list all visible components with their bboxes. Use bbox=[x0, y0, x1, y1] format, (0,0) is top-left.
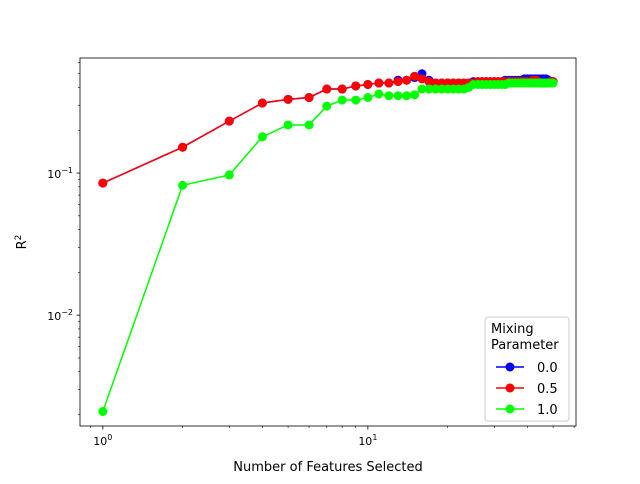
data-point bbox=[402, 75, 412, 85]
data-point bbox=[384, 91, 394, 101]
legend-marker bbox=[505, 362, 515, 372]
data-point bbox=[304, 120, 314, 130]
data-point bbox=[417, 84, 427, 94]
data-point bbox=[374, 78, 384, 88]
data-point bbox=[178, 180, 188, 190]
data-point bbox=[322, 84, 332, 94]
legend-label: 0.0 bbox=[537, 361, 558, 376]
legend-label: 1.0 bbox=[537, 403, 558, 418]
legend-item-1.0: 1.0 bbox=[496, 403, 558, 418]
legend-marker bbox=[505, 404, 515, 414]
x-tick-label: 100 bbox=[93, 433, 112, 448]
data-point bbox=[402, 91, 412, 101]
data-point bbox=[322, 101, 332, 111]
series-1.0 bbox=[98, 78, 558, 416]
data-point bbox=[417, 74, 427, 84]
data-point bbox=[283, 94, 293, 104]
data-point bbox=[257, 98, 267, 108]
legend-label: 0.5 bbox=[537, 382, 558, 397]
legend-marker bbox=[505, 383, 515, 393]
data-point bbox=[351, 95, 361, 105]
data-point bbox=[431, 84, 441, 94]
data-point bbox=[98, 406, 108, 416]
legend-title-line2: Parameter bbox=[491, 338, 559, 353]
data-point bbox=[548, 78, 558, 88]
data-point bbox=[224, 170, 234, 180]
series-0.5 bbox=[98, 71, 558, 188]
y-axis-label: R2 bbox=[14, 235, 30, 250]
data-point bbox=[363, 93, 373, 103]
data-point bbox=[98, 178, 108, 188]
data-point bbox=[363, 79, 373, 89]
data-point bbox=[351, 81, 361, 91]
y-tick-label: 10−1 bbox=[47, 166, 73, 181]
legend-item-0.0: 0.0 bbox=[496, 361, 558, 376]
data-point bbox=[410, 71, 420, 81]
axes-frame bbox=[79, 57, 577, 427]
data-point bbox=[178, 142, 188, 152]
data-point bbox=[384, 78, 394, 88]
data-point bbox=[410, 90, 420, 100]
data-point bbox=[257, 132, 267, 142]
data-point bbox=[393, 77, 403, 87]
legend-item-0.5: 0.5 bbox=[496, 382, 558, 397]
data-point bbox=[224, 116, 234, 126]
legend-box bbox=[484, 316, 570, 422]
legend-title-line1: Mixing bbox=[491, 322, 534, 337]
x-tick-label: 101 bbox=[358, 433, 377, 448]
data-point bbox=[393, 91, 403, 101]
data-point bbox=[304, 93, 314, 103]
data-point bbox=[337, 95, 347, 105]
data-point bbox=[374, 89, 384, 99]
data-point bbox=[337, 84, 347, 94]
y-tick-label: 10−2 bbox=[47, 308, 73, 323]
x-axis-label: Number of Features Selected bbox=[233, 460, 422, 475]
data-point bbox=[424, 84, 434, 94]
data-point bbox=[283, 120, 293, 130]
legend: Mixing Parameter 0.0 0.5 1.0 bbox=[484, 316, 570, 422]
